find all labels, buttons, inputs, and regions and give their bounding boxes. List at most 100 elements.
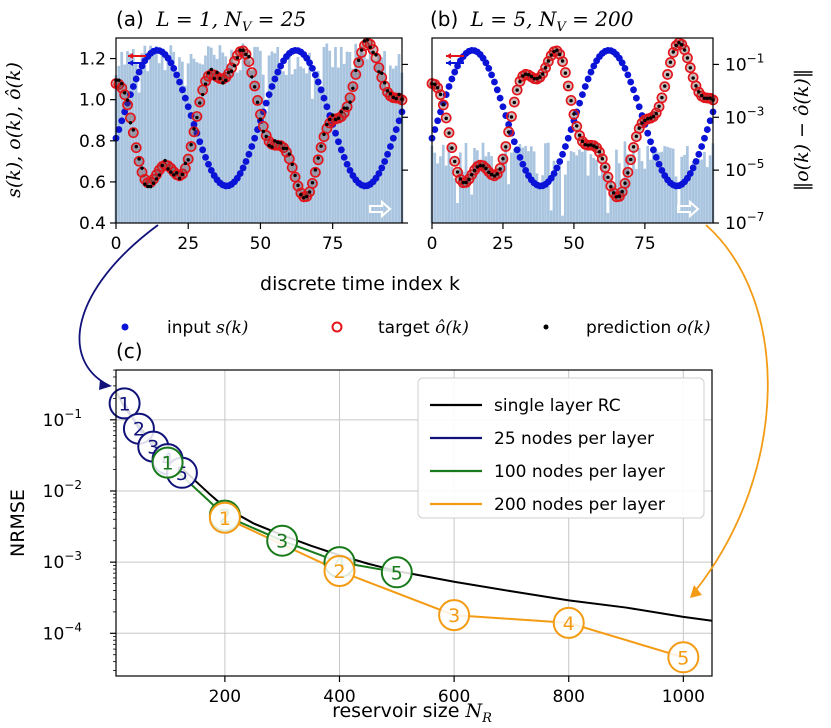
prediction-point (637, 126, 641, 130)
series-marker-n200 (667, 641, 700, 674)
input-point (190, 121, 198, 128)
prediction-point (330, 113, 335, 117)
y-tick-label: 0.4 (79, 214, 106, 234)
legend-label-n100: 100 nodes per layer (494, 462, 665, 482)
error-bar (609, 178, 613, 223)
error-bar (439, 156, 442, 223)
prediction-point (241, 48, 245, 53)
error-bar (518, 144, 522, 223)
input-point (381, 158, 389, 165)
input-point (205, 160, 212, 168)
input-point (587, 68, 595, 76)
error-bar (337, 67, 340, 223)
error-bar (688, 170, 692, 223)
target-point (127, 127, 139, 139)
error-bar (360, 45, 363, 223)
input-point (167, 59, 175, 67)
prediction-point (501, 156, 505, 161)
error-bar (620, 188, 624, 223)
x-tick-label: 25 (177, 234, 199, 254)
prediction-point (270, 145, 274, 149)
input-point (181, 94, 189, 102)
prediction-point (377, 70, 381, 74)
series-marker-n100 (151, 446, 184, 479)
error-tick-label: 10−3 (725, 104, 764, 128)
error-bar (558, 160, 561, 223)
error-bar (691, 161, 695, 223)
input-point (652, 153, 660, 161)
input-point (698, 143, 706, 150)
error-bar (677, 210, 681, 223)
input-point (493, 86, 501, 94)
prediction-point (654, 111, 658, 116)
error-bar (708, 155, 712, 223)
error-bar (131, 49, 135, 223)
prediction-point (643, 118, 647, 123)
prediction-point (203, 82, 208, 86)
error-bar (461, 171, 465, 223)
prediction-point (157, 173, 162, 177)
prediction-point (697, 90, 701, 94)
series-marker-label: 5 (677, 647, 689, 669)
error-bar (527, 151, 530, 223)
error-bar (397, 54, 401, 224)
prediction-point (611, 191, 616, 195)
y-tick-label: 10−3 (43, 549, 82, 573)
input-point (488, 71, 496, 79)
error-bar (241, 43, 245, 223)
prediction-point (691, 76, 695, 80)
target-point (255, 108, 266, 120)
error-bar (447, 145, 451, 223)
error-bar (302, 68, 306, 224)
prediction-point (472, 168, 477, 173)
panel-a: (a) L = 1, NV = 25 0 25 50 75 0.4 0.6 0.8 1.0 1.… (3, 7, 408, 254)
error-bar (490, 155, 493, 223)
error-bar (470, 194, 474, 223)
target-point (257, 120, 269, 132)
input-point (635, 103, 643, 111)
error-bar (498, 168, 502, 223)
prediction-point (293, 173, 297, 178)
target-point (252, 95, 263, 106)
error-bar (535, 173, 539, 223)
error-bar (581, 151, 584, 223)
error-bar (515, 148, 519, 223)
prediction-point (238, 48, 242, 52)
prediction-point (523, 72, 528, 76)
error-bar (160, 48, 164, 223)
input-point (522, 166, 530, 174)
input-point (378, 164, 386, 172)
error-tick-label: 10−1 (725, 51, 764, 75)
input-point (559, 150, 566, 158)
input-point (202, 153, 209, 161)
error-bar (276, 47, 280, 224)
prediction-point (328, 117, 332, 122)
prediction-point (680, 43, 684, 47)
error-bar (456, 203, 459, 223)
error-bar (700, 159, 703, 223)
prediction-point (281, 146, 286, 151)
input-point (207, 166, 215, 174)
error-bar (615, 149, 618, 223)
error-bar (328, 50, 332, 224)
prediction-point (276, 140, 280, 145)
target-point (243, 56, 255, 68)
prediction-point (515, 88, 519, 92)
prediction-point (382, 81, 387, 85)
prediction-point (577, 133, 582, 137)
target-point (200, 75, 211, 87)
series-marker-n200 (323, 555, 356, 588)
prediction-point (538, 75, 542, 79)
prediction-point (206, 71, 211, 75)
panel-c-title: (c) (116, 339, 143, 363)
input-point (706, 117, 714, 125)
error-bar (244, 54, 248, 223)
prediction-point (192, 127, 196, 131)
input-point (176, 78, 183, 86)
series-marker-label: 1 (219, 508, 231, 530)
error-bar (287, 54, 291, 224)
error-bar (626, 154, 630, 223)
error-bar (233, 71, 236, 223)
input-point (658, 166, 666, 174)
error-bar (181, 61, 184, 224)
